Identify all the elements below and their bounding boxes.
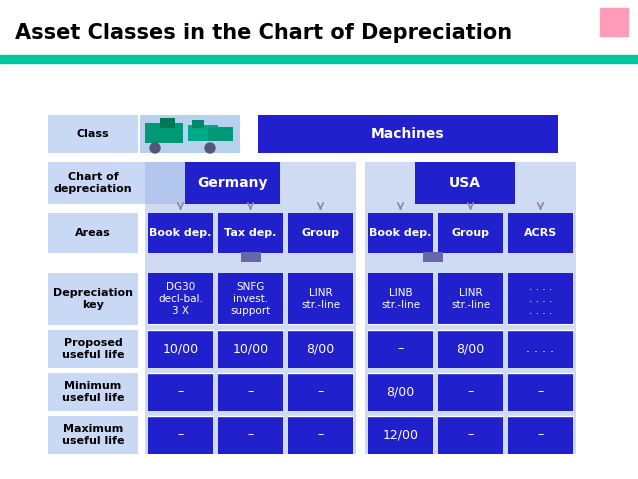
Bar (218, 416, 283, 454)
Bar (508, 416, 573, 454)
Bar (600, 8, 628, 36)
Bar (438, 416, 503, 454)
Text: –: – (177, 386, 184, 399)
Text: ACRS: ACRS (524, 228, 557, 238)
Text: Asset Classes in the Chart of Depreciation: Asset Classes in the Chart of Depreciati… (15, 23, 512, 43)
Bar (508, 330, 573, 368)
Bar (148, 373, 213, 411)
Bar (0, 55, 638, 63)
Text: Book dep.: Book dep. (369, 228, 432, 238)
Text: 12/00: 12/00 (383, 429, 419, 442)
Text: Chart of
depreciation: Chart of depreciation (54, 172, 132, 194)
Bar (185, 162, 280, 204)
Bar (368, 330, 433, 368)
Text: LINR
str.-line: LINR str.-line (451, 288, 490, 310)
Text: Machines: Machines (371, 127, 445, 141)
Text: Minimum
useful life: Minimum useful life (62, 381, 124, 403)
Text: 8/00: 8/00 (306, 342, 334, 355)
Bar (188, 125, 218, 141)
Text: SNFG
invest.
support: SNFG invest. support (230, 283, 271, 316)
Bar (218, 213, 283, 253)
Text: –: – (248, 386, 254, 399)
Bar (508, 373, 573, 411)
Text: –: – (317, 429, 323, 442)
Text: –: – (468, 386, 473, 399)
Bar (208, 127, 233, 141)
Text: Maximum
useful life: Maximum useful life (62, 424, 124, 446)
Text: . . . .: . . . . (526, 342, 554, 355)
Bar (508, 273, 573, 325)
Bar (438, 373, 503, 411)
Text: –: – (537, 386, 544, 399)
Bar (48, 373, 138, 411)
Circle shape (205, 143, 215, 153)
Bar (368, 213, 433, 253)
Text: –: – (468, 429, 473, 442)
Bar (423, 252, 443, 262)
Text: –: – (177, 429, 184, 442)
Bar (368, 373, 433, 411)
Text: 10/00: 10/00 (163, 342, 198, 355)
Bar (218, 373, 283, 411)
Text: Group: Group (452, 228, 489, 238)
Text: Germany: Germany (197, 176, 268, 190)
Bar (438, 213, 503, 253)
Text: Proposed
useful life: Proposed useful life (62, 338, 124, 360)
Text: Group: Group (302, 228, 339, 238)
Bar (148, 273, 213, 325)
Text: 8/00: 8/00 (387, 386, 415, 399)
Bar (288, 213, 353, 253)
Text: DG30
decl-bal.
3 X: DG30 decl-bal. 3 X (158, 283, 203, 316)
Bar (288, 373, 353, 411)
Bar (368, 416, 433, 454)
Text: –: – (317, 386, 323, 399)
Text: –: – (537, 429, 544, 442)
Bar (48, 213, 138, 253)
Bar (415, 162, 515, 204)
Bar (368, 273, 433, 325)
Bar (438, 330, 503, 368)
Circle shape (150, 143, 160, 153)
Text: Depreciation
key: Depreciation key (53, 288, 133, 310)
Text: USA: USA (449, 176, 481, 190)
Bar (288, 416, 353, 454)
Bar (288, 273, 353, 325)
Text: ...: ... (429, 252, 437, 262)
Bar (148, 330, 213, 368)
Bar (140, 115, 240, 153)
Bar (48, 162, 268, 204)
Bar (148, 416, 213, 454)
Bar (160, 118, 175, 128)
Text: . . . .
. . . .
. . . .: . . . . . . . . . . . . (529, 283, 552, 316)
Text: Tax dep.: Tax dep. (225, 228, 277, 238)
Bar (145, 162, 356, 454)
Bar (48, 273, 138, 325)
Text: 8/00: 8/00 (456, 342, 485, 355)
Text: LINR
str.-line: LINR str.-line (301, 288, 340, 310)
Bar (48, 115, 138, 153)
Text: –: – (397, 342, 404, 355)
Text: 10/00: 10/00 (232, 342, 269, 355)
Text: –: – (248, 429, 254, 442)
Text: Book dep.: Book dep. (149, 228, 212, 238)
Bar (145, 123, 183, 143)
Bar (438, 273, 503, 325)
Bar (48, 330, 138, 368)
Bar (365, 162, 576, 454)
Bar (508, 213, 573, 253)
Text: ...: ... (246, 252, 255, 262)
Bar (192, 120, 204, 128)
Bar (288, 330, 353, 368)
Bar (218, 273, 283, 325)
Bar (48, 416, 138, 454)
Bar (148, 213, 213, 253)
Bar (218, 330, 283, 368)
Text: Areas: Areas (75, 228, 111, 238)
Bar (241, 252, 260, 262)
Text: LINB
str.-line: LINB str.-line (381, 288, 420, 310)
Bar (258, 115, 558, 153)
Text: Class: Class (77, 129, 109, 139)
